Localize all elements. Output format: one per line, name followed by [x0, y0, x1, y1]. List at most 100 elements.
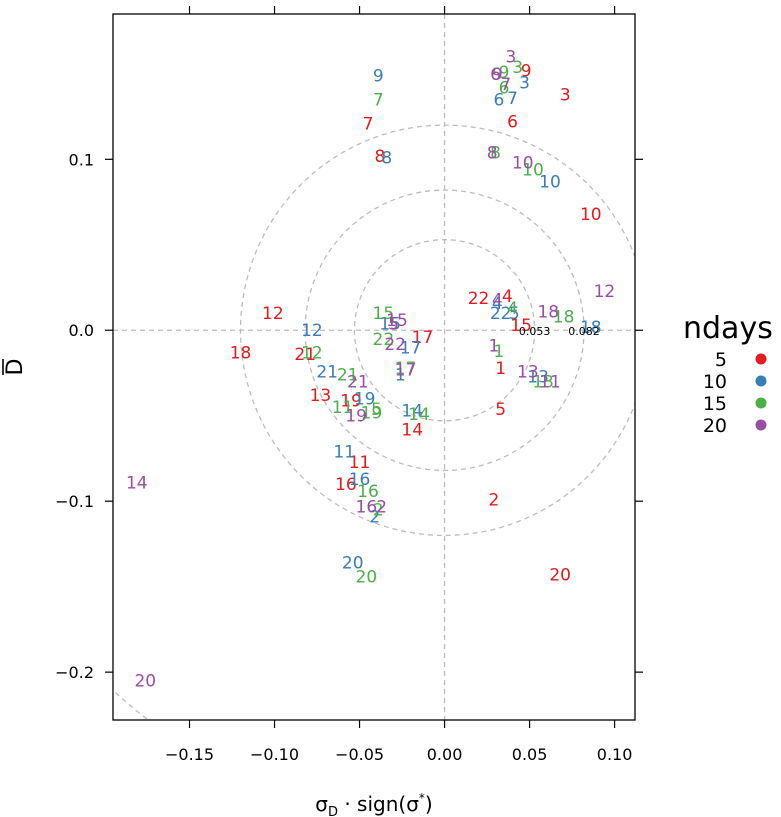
point-label: 3 [505, 48, 516, 68]
point-label: 2 [373, 501, 384, 521]
x-tick-label: −0.10 [250, 745, 299, 764]
reference-ring [353, 238, 536, 422]
point-label: 22 [490, 304, 512, 324]
point-label: 14 [401, 402, 423, 422]
x-tick-label: 0.10 [597, 745, 633, 764]
point-label: 19 [345, 407, 367, 427]
x-axis-label-superscript: * [419, 791, 425, 805]
y-tick-label: −0.1 [55, 492, 94, 511]
point-label: 8 [375, 147, 386, 167]
point-label: 7 [363, 114, 374, 134]
point-label: 18 [580, 318, 602, 338]
ring-label-layer: 0.053 0.082 [519, 325, 600, 338]
point-label: 3 [512, 58, 523, 78]
point-label: 15 [386, 311, 408, 331]
point-label: 5 [495, 400, 506, 420]
x-tick-label: 0.00 [427, 745, 463, 764]
point-label: 21 [316, 362, 338, 382]
point-label: 13 [517, 362, 539, 382]
x-tick-label: −0.05 [335, 745, 384, 764]
point-label: 10 [512, 154, 534, 174]
point-label: 16 [356, 497, 378, 517]
point-label: 10 [580, 205, 602, 225]
legend-swatch [755, 419, 767, 431]
point-label: 4 [492, 294, 503, 314]
legend-title: ndays [683, 311, 773, 346]
reference-ring [239, 124, 635, 536]
point-label: 6 [499, 79, 510, 99]
point-label: 12 [594, 282, 616, 302]
point-label: 11 [332, 398, 354, 418]
point-label: 8 [490, 143, 501, 163]
legend-swatch [755, 375, 767, 387]
point-label: 7 [500, 75, 511, 95]
y-axis-label: D [2, 359, 28, 375]
x-axis-label: σD · sign(σ*) [315, 791, 432, 817]
x-axis-label-rest: · sign(σ [338, 792, 419, 816]
point-label: 20 [356, 567, 378, 587]
point-label: 2 [488, 490, 499, 510]
point-label: 1 [494, 342, 505, 362]
point-label: 15 [373, 304, 395, 324]
point-label: 21 [294, 345, 316, 365]
point-label: 12 [301, 321, 323, 341]
points-layer: 1234567891011121314151617181920212212345… [126, 48, 615, 692]
point-label: 5 [371, 400, 382, 420]
point-label: 21 [347, 373, 369, 393]
point-label: 2 [369, 508, 380, 528]
point-label: 14 [408, 405, 430, 425]
point-label: 16 [349, 470, 371, 490]
point-label: 1 [488, 337, 499, 357]
ring-label: 0.082 [568, 325, 600, 338]
point-label: 16 [357, 482, 379, 502]
legend-label: 15 [703, 393, 727, 415]
legend-label: 5 [715, 349, 727, 371]
point-label: 4 [507, 299, 518, 319]
point-label: 18 [553, 308, 575, 328]
point-label: 2 [376, 497, 387, 517]
point-label: 21 [337, 366, 359, 386]
point-label: 17 [395, 361, 417, 381]
y-tick-label: −0.2 [55, 663, 94, 682]
point-label: 14 [401, 420, 423, 440]
point-label: 9 [373, 67, 384, 87]
point-label: 18 [537, 302, 559, 322]
point-label: 8 [487, 143, 498, 163]
point-label: 17 [400, 338, 422, 358]
point-label: 6 [490, 65, 501, 85]
point-label: 3 [560, 85, 571, 105]
point-label: 16 [335, 475, 357, 495]
point-label: 7 [373, 90, 384, 110]
point-label: 1 [395, 366, 406, 386]
point-label: 10 [522, 161, 544, 181]
point-label: 6 [494, 90, 505, 110]
point-label: 13 [310, 386, 332, 406]
x-axis-label-close: ) [425, 792, 433, 816]
point-label: 17 [395, 359, 417, 379]
point-label: 18 [230, 343, 252, 363]
point-label: 8 [381, 149, 392, 169]
reference-ring [304, 189, 585, 472]
point-label: 20 [549, 566, 571, 586]
point-label: 13 [527, 367, 549, 387]
point-label: 13 [532, 373, 554, 393]
point-label: 10 [539, 173, 561, 193]
point-label: 15 [379, 314, 401, 334]
point-label: 20 [342, 554, 364, 574]
point-label: 11 [349, 453, 371, 473]
legend-swatch [755, 353, 767, 365]
point-label: 9 [521, 61, 532, 81]
point-label: 22 [468, 289, 490, 309]
point-label: 1 [495, 359, 506, 379]
y-tick-label: 0.1 [69, 150, 94, 169]
point-label: 19 [354, 390, 376, 410]
point-label: 7 [507, 89, 518, 109]
point-label: 15 [510, 316, 532, 336]
legend-label: 20 [703, 415, 727, 437]
point-label: 20 [134, 672, 156, 692]
point-label: 22 [373, 330, 395, 350]
point-label: 12 [262, 304, 284, 324]
point-label: 6 [507, 113, 518, 133]
